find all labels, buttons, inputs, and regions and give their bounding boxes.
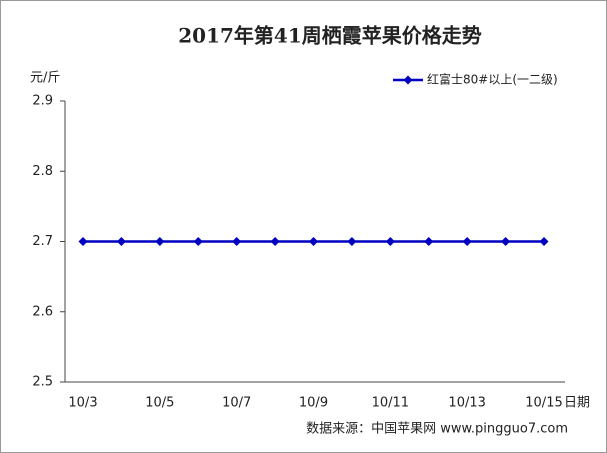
x-tick-label: 10/13: [448, 396, 485, 411]
x-axis-label: 日期: [564, 396, 590, 411]
x-tick-label: 10/5: [145, 396, 174, 411]
point-marker: [501, 237, 511, 246]
y-tick-label: 2.6: [32, 304, 53, 319]
point-marker: [78, 237, 88, 246]
point-marker: [347, 237, 357, 246]
point-marker: [462, 237, 472, 246]
legend-marker: [403, 75, 413, 85]
y-tick-label: 2.9: [32, 94, 53, 109]
point-marker: [155, 237, 165, 246]
point-marker: [424, 237, 434, 246]
point-marker: [385, 237, 395, 246]
x-tick-label: 10/7: [222, 396, 251, 411]
x-tick-label: 10/11: [372, 396, 409, 411]
point-marker: [116, 237, 126, 246]
y-axis-label: 元/斤: [30, 71, 60, 86]
point-marker: [539, 237, 549, 246]
x-tick-label: 10/15: [525, 396, 562, 411]
chart-title: 2017年第41周栖霞苹果价格走势: [178, 24, 482, 48]
legend-label: 红富士80#以上(一二级): [427, 72, 558, 87]
source-note: 数据来源：中国苹果网 www.pingguo7.com: [306, 422, 568, 437]
x-tick-label: 10/9: [299, 396, 328, 411]
y-tick-label: 2.5: [32, 375, 53, 390]
point-marker: [270, 237, 280, 246]
point-marker: [309, 237, 318, 246]
y-tick-label: 2.8: [32, 164, 53, 179]
point-marker: [232, 237, 242, 246]
y-tick-label: 2.7: [32, 234, 53, 249]
point-marker: [193, 237, 203, 246]
x-tick-label: 10/3: [68, 396, 97, 411]
